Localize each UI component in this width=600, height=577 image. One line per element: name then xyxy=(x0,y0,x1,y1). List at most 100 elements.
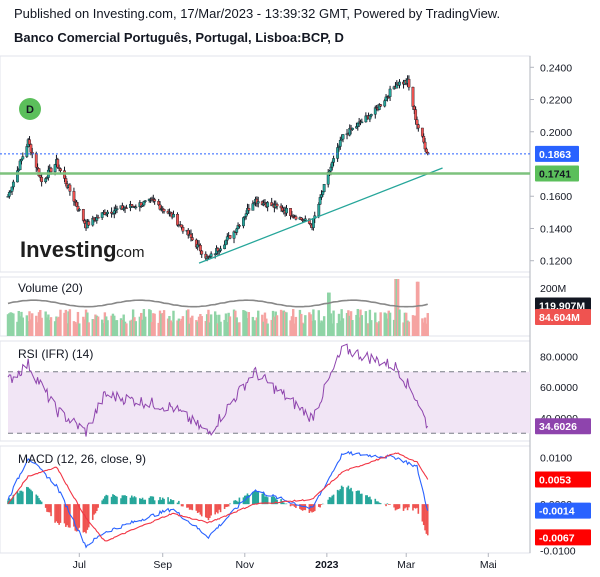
macd-histogram-bar xyxy=(67,504,70,528)
volume-bar xyxy=(9,312,12,336)
macd-histogram-bar xyxy=(361,493,363,505)
volume-bar xyxy=(359,309,362,336)
volume-bar xyxy=(235,317,238,336)
candle-body xyxy=(224,239,228,246)
macd-histogram-bar xyxy=(319,504,321,508)
macd-histogram-bar xyxy=(78,504,81,528)
macd-histogram-bar xyxy=(160,499,163,505)
macd-histogram-bar xyxy=(97,504,99,508)
macd-histogram-bar xyxy=(141,497,144,505)
interval-badge[interactable]: D xyxy=(19,98,41,120)
macd-histogram-bar xyxy=(421,504,424,522)
volume-bar xyxy=(300,313,303,336)
candle-body xyxy=(34,153,38,168)
macd-histogram-bar xyxy=(172,500,175,505)
candle-body xyxy=(153,199,157,202)
candle-body xyxy=(285,208,288,214)
macd-tick-label: 0.0100 xyxy=(540,453,572,465)
volume-bar xyxy=(387,310,390,336)
macd-histogram-bar xyxy=(135,497,137,505)
signal-last-tag: 0.0053 xyxy=(539,474,571,486)
volume-bar xyxy=(357,317,361,336)
volume-bar xyxy=(205,314,209,336)
volume-bar xyxy=(384,313,388,336)
candle-body xyxy=(180,224,183,228)
macd-histogram-bar xyxy=(143,499,145,505)
macd-histogram-bar xyxy=(9,499,12,505)
macd-histogram-bar xyxy=(422,504,425,526)
volume-bar xyxy=(45,317,49,336)
volume-bar xyxy=(215,314,218,336)
macd-histogram-bar xyxy=(356,490,359,505)
logo-main-text: Investing xyxy=(20,237,117,262)
macd-histogram-bar xyxy=(35,494,38,505)
volume-bar xyxy=(320,320,323,336)
candle-body xyxy=(329,166,333,172)
volume-bar xyxy=(144,316,147,336)
volume-bar xyxy=(294,316,298,336)
volume-bar xyxy=(341,318,345,336)
x-tick-label: 2023 xyxy=(315,559,339,571)
macd-histogram-bar xyxy=(281,501,284,505)
macd-histogram-bar xyxy=(207,504,210,521)
volume-bar xyxy=(191,315,194,336)
candle-body xyxy=(219,248,222,251)
volume-bar xyxy=(308,312,311,336)
volume-bar xyxy=(40,317,43,336)
macd-histogram-bar xyxy=(87,504,90,528)
macd-histogram-bar xyxy=(56,504,59,523)
volume-bar xyxy=(426,313,429,336)
candle-body xyxy=(200,250,204,255)
signal-last-tag-bg xyxy=(535,471,591,488)
volume-bar xyxy=(310,320,314,336)
macd-histogram-bar xyxy=(59,504,62,523)
volume-bar xyxy=(339,320,342,336)
volume-bar xyxy=(349,311,353,336)
last-price-tag: 0.1863 xyxy=(539,149,571,161)
volume-bar xyxy=(196,321,199,336)
interval-badge-label: D xyxy=(26,104,34,116)
macd-histogram-bar xyxy=(198,504,200,513)
macd-histogram-bar xyxy=(245,495,247,505)
macd-histogram-bar xyxy=(129,497,132,505)
candle-body xyxy=(81,209,85,221)
macd-histogram-bar xyxy=(238,497,241,505)
macd-histogram-bar xyxy=(40,501,43,505)
volume-bar xyxy=(150,322,154,336)
volume-bar xyxy=(189,317,193,336)
volume-bar xyxy=(375,322,378,336)
volume-bar xyxy=(31,313,34,336)
macd-histogram-bar xyxy=(414,504,417,509)
support-tag: 0.1741 xyxy=(539,169,571,181)
volume-bar xyxy=(91,319,94,336)
candle-body xyxy=(112,210,116,214)
candle-body xyxy=(189,233,193,238)
candle-body xyxy=(251,203,255,211)
macd-label: MACD (12, 26, close, 9) xyxy=(18,452,146,466)
macd-histogram-bar xyxy=(122,495,125,505)
macd-histogram-bar xyxy=(317,504,320,507)
candle-body xyxy=(341,134,345,140)
candle-body xyxy=(336,147,340,159)
macd-histogram-bar xyxy=(309,504,312,512)
volume-bar xyxy=(67,311,70,336)
macd-histogram-bar xyxy=(190,504,192,510)
volume-bar xyxy=(95,315,98,336)
macd-histogram-bar xyxy=(94,504,97,514)
volume-bar xyxy=(129,320,132,336)
macd-histogram-bar xyxy=(320,504,323,505)
rsi-tick-label: 80.0000 xyxy=(540,351,578,363)
volume-bar xyxy=(110,315,113,336)
macd-histogram-bar xyxy=(226,504,229,507)
symbol-title: Banco Comercial Português, Portugal, Lis… xyxy=(14,30,344,45)
volume-bar xyxy=(265,318,268,336)
volume-bar xyxy=(177,318,181,336)
macd-histogram-bar xyxy=(299,504,301,509)
volume-bar xyxy=(234,310,237,336)
volume-bar xyxy=(273,316,276,336)
macd-histogram-bar xyxy=(218,504,221,510)
macd-histogram-bar xyxy=(369,496,371,505)
volume-bar xyxy=(56,317,59,336)
signal-line xyxy=(7,452,429,542)
